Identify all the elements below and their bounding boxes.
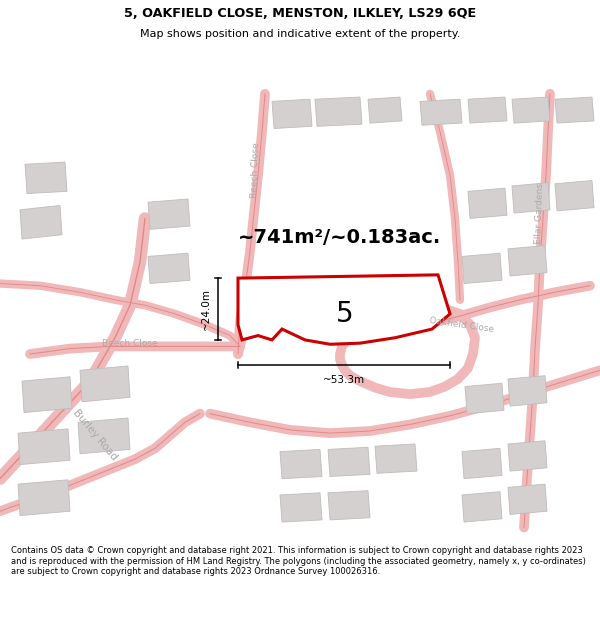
Polygon shape bbox=[328, 491, 370, 520]
Polygon shape bbox=[20, 206, 62, 239]
Text: Ellar Gardens: Ellar Gardens bbox=[535, 182, 545, 244]
Polygon shape bbox=[420, 99, 462, 125]
Text: ~741m²/~0.183ac.: ~741m²/~0.183ac. bbox=[238, 229, 442, 248]
Polygon shape bbox=[462, 253, 502, 284]
Polygon shape bbox=[512, 97, 550, 123]
Text: Oakfield Close: Oakfield Close bbox=[429, 316, 495, 334]
Polygon shape bbox=[328, 448, 370, 476]
Polygon shape bbox=[512, 182, 550, 213]
Polygon shape bbox=[368, 97, 402, 123]
Polygon shape bbox=[315, 97, 362, 126]
Polygon shape bbox=[465, 383, 504, 414]
Polygon shape bbox=[508, 441, 547, 471]
Text: ~53.3m: ~53.3m bbox=[323, 375, 365, 385]
Text: Beech Close: Beech Close bbox=[250, 142, 260, 198]
Polygon shape bbox=[148, 199, 190, 229]
Polygon shape bbox=[508, 484, 547, 514]
Polygon shape bbox=[80, 366, 130, 402]
Text: 5: 5 bbox=[336, 300, 354, 328]
Polygon shape bbox=[272, 99, 312, 129]
Polygon shape bbox=[78, 418, 130, 454]
Text: Map shows position and indicative extent of the property.: Map shows position and indicative extent… bbox=[140, 29, 460, 39]
Text: Burley Road: Burley Road bbox=[71, 408, 119, 462]
Text: Beech Close: Beech Close bbox=[102, 339, 158, 348]
Polygon shape bbox=[18, 480, 70, 516]
Polygon shape bbox=[280, 449, 322, 479]
Polygon shape bbox=[555, 181, 594, 211]
Polygon shape bbox=[280, 492, 322, 522]
Polygon shape bbox=[148, 253, 190, 284]
Polygon shape bbox=[375, 444, 417, 473]
Polygon shape bbox=[25, 162, 67, 194]
Polygon shape bbox=[18, 429, 70, 464]
Polygon shape bbox=[468, 188, 507, 219]
Polygon shape bbox=[468, 97, 507, 123]
Text: ~24.0m: ~24.0m bbox=[201, 288, 211, 330]
Polygon shape bbox=[462, 448, 502, 479]
Text: Contains OS data © Crown copyright and database right 2021. This information is : Contains OS data © Crown copyright and d… bbox=[11, 546, 586, 576]
Polygon shape bbox=[508, 376, 547, 406]
Polygon shape bbox=[555, 97, 594, 123]
Polygon shape bbox=[238, 275, 450, 344]
Polygon shape bbox=[462, 492, 502, 522]
Polygon shape bbox=[508, 246, 547, 276]
Polygon shape bbox=[22, 377, 72, 412]
Text: 5, OAKFIELD CLOSE, MENSTON, ILKLEY, LS29 6QE: 5, OAKFIELD CLOSE, MENSTON, ILKLEY, LS29… bbox=[124, 7, 476, 20]
